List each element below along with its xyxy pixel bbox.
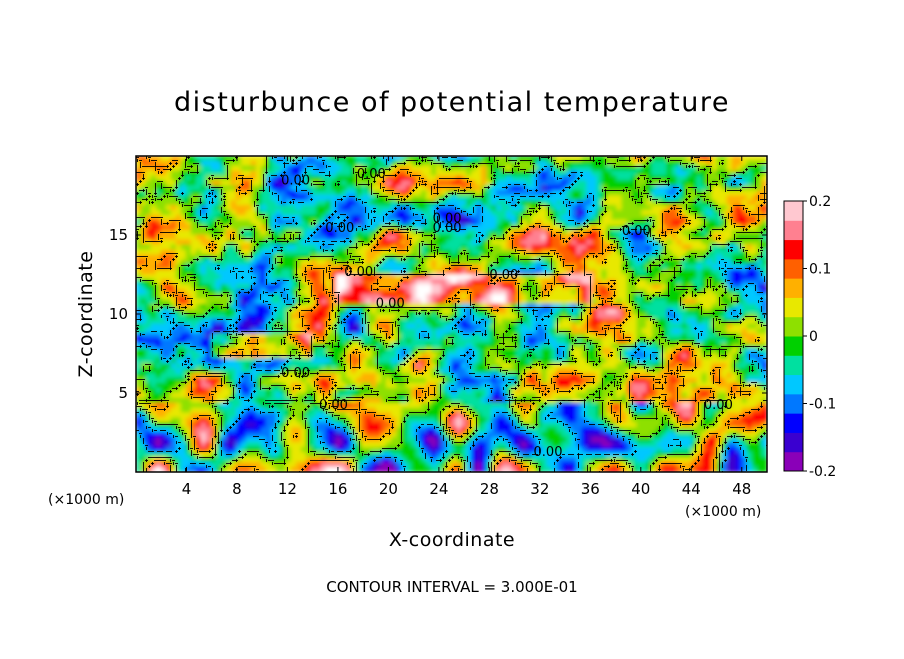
colorbar-swatch	[784, 452, 803, 472]
colorbar-swatch	[784, 394, 803, 414]
x-tick-label: 24	[429, 480, 448, 498]
x-tick-label: 32	[530, 480, 549, 498]
chart-title: disturbunce of potential temperature	[174, 87, 730, 118]
y-axis-title: Z-coordinate	[75, 251, 97, 378]
colorbar-swatch	[784, 278, 803, 298]
x-tick-label: 44	[682, 480, 701, 498]
x-tick-label: 4	[182, 480, 192, 498]
contour-value-label: 0.00	[281, 173, 310, 188]
contour-interval-note: CONTOUR INTERVAL = 3.000E-01	[326, 578, 577, 596]
colorbar-tick-label: 0	[809, 329, 818, 345]
colorbar-swatch	[784, 432, 803, 452]
x-tick-label: 12	[278, 480, 297, 498]
contour-value-label: 0.00	[319, 398, 348, 413]
x-tick-label: 36	[581, 480, 600, 498]
y-tick-label: 5	[118, 384, 128, 402]
y-tick-label: 10	[109, 305, 128, 323]
x-tick-label: 28	[480, 480, 499, 498]
colorbar-swatch	[784, 297, 803, 317]
contour-value-label: 0.00	[281, 366, 310, 381]
colorbar-swatch	[784, 220, 803, 240]
x-unit-label-right: (×1000 m)	[685, 504, 761, 520]
x-unit-label-left: (×1000 m)	[48, 492, 124, 508]
colorbar-swatch	[784, 201, 803, 221]
colorbar-tick-label: -0.1	[809, 397, 836, 413]
contour-value-label: 0.00	[534, 445, 563, 460]
x-tick-label: 16	[328, 480, 347, 498]
colorbar-swatch	[784, 413, 803, 433]
colorbar-swatch	[784, 259, 803, 279]
x-tick-label: 8	[232, 480, 242, 498]
colorbar-tick-label: 0.2	[809, 194, 831, 210]
x-tick-label: 20	[379, 480, 398, 498]
colorbar-tick-label: -0.2	[809, 464, 836, 480]
colorbar-swatch	[784, 375, 803, 395]
colorbar-tick-label: 0.1	[809, 262, 831, 278]
y-tick-label: 15	[109, 226, 128, 244]
colorbar: 0.2 0.1 0 -0.1 -0.2	[784, 194, 836, 480]
contour-value-label: 0.00	[344, 265, 373, 280]
colorbar-swatch	[784, 336, 803, 356]
colorbar-swatch	[784, 317, 803, 337]
x-axis-title: X-coordinate	[389, 529, 515, 551]
contour-value-label: 0.00	[489, 268, 518, 283]
x-tick-label: 40	[631, 480, 650, 498]
contour-value-label: 0.00	[704, 398, 733, 413]
contour-value-label: 0.00	[357, 167, 386, 182]
contour-value-label: 0.00	[376, 297, 405, 312]
colorbar-swatch	[784, 240, 803, 260]
contour-value-label: 0.00	[325, 221, 354, 236]
contour-value-label: 0.00	[433, 211, 462, 226]
colorbar-swatch	[784, 355, 803, 375]
x-tick-label: 48	[732, 480, 751, 498]
potential-temperature-field	[136, 156, 768, 473]
contour-value-label: 0.00	[622, 224, 651, 239]
